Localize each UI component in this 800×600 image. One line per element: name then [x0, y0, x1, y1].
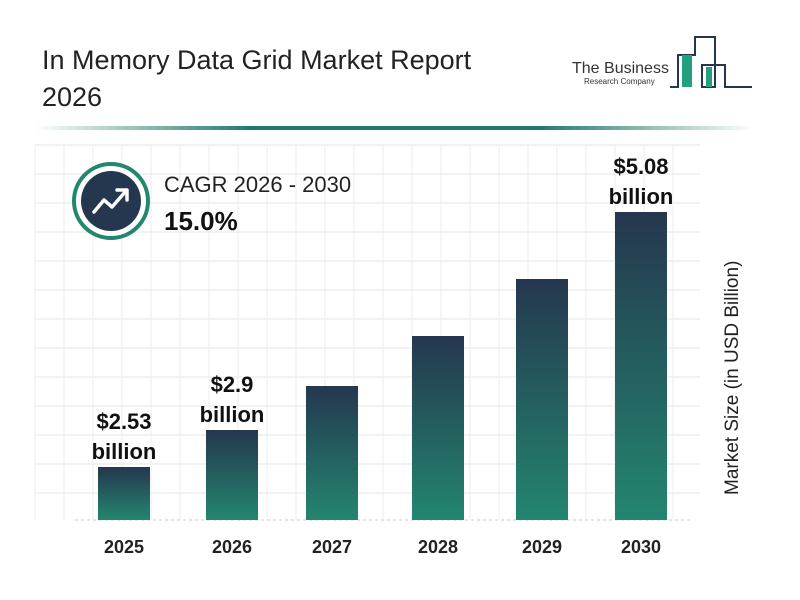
x-tick-label: 2028: [418, 537, 458, 557]
bar-2030: [615, 212, 667, 520]
y-axis-label: Market Size (in USD Billion): [722, 260, 743, 495]
x-tick-label: 2026: [212, 537, 252, 557]
cagr-label: CAGR 2026 - 2030: [164, 172, 352, 197]
svg-text:The Business: The Business: [572, 60, 669, 77]
x-tick-label: 2027: [312, 537, 352, 557]
bar-2025: [98, 467, 150, 520]
bar-2026: [206, 430, 258, 520]
bar-2028: [412, 336, 464, 520]
svg-text:Research Company: Research Company: [584, 77, 655, 86]
data-label: $5.08 billion: [609, 154, 674, 209]
title-divider: [35, 126, 755, 130]
cagr-value: 15.0%: [164, 206, 238, 236]
x-tick-label: 2030: [621, 537, 661, 557]
x-tick-label: 2029: [522, 537, 562, 557]
trending-up-icon: [72, 162, 150, 240]
bar-2027: [306, 386, 358, 520]
data-label: $2.9 billion: [200, 372, 265, 427]
data-label: $2.53 billion: [92, 409, 157, 464]
bar-2029: [516, 279, 568, 520]
company-logo: The Business Research Company: [572, 36, 752, 88]
page-title: In Memory Data Grid Market Report 2026: [42, 45, 472, 112]
x-tick-label: 2025: [104, 537, 144, 557]
